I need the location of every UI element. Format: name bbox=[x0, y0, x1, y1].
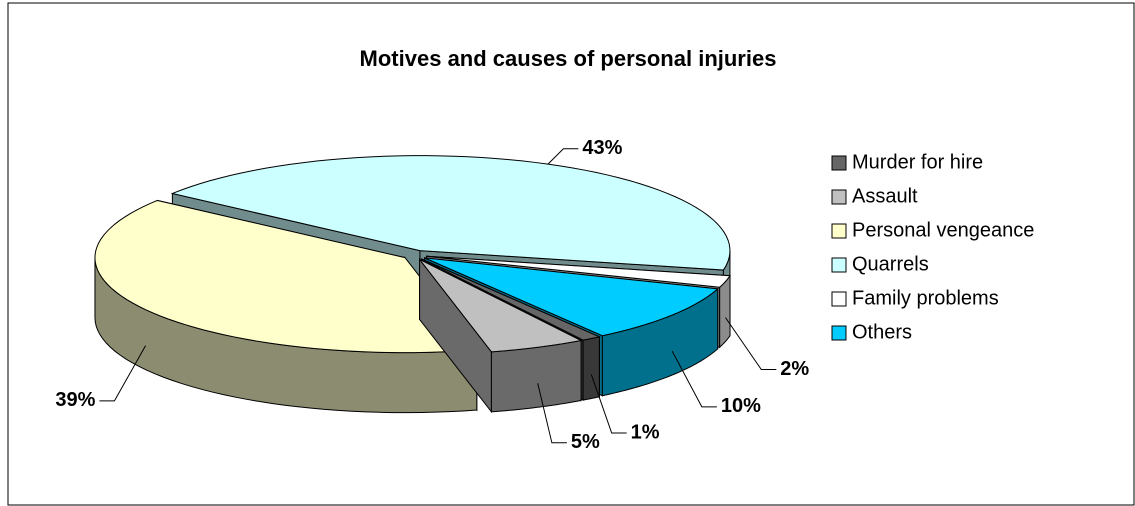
leader-line bbox=[590, 374, 627, 434]
legend-swatch bbox=[831, 257, 847, 273]
legend-swatch bbox=[831, 223, 847, 239]
legend: Murder for hire Assault Personal vengeance… bbox=[831, 151, 1034, 343]
slice-top bbox=[426, 255, 731, 288]
slice bbox=[419, 257, 583, 414]
slice-top bbox=[421, 258, 602, 341]
legend-label: Personal vengeance bbox=[852, 219, 1034, 241]
slice-top bbox=[419, 258, 583, 353]
legend-swatch bbox=[831, 155, 847, 171]
leader-line bbox=[725, 317, 777, 371]
slice bbox=[94, 199, 478, 414]
legend-label: Others bbox=[852, 321, 912, 343]
leader-line bbox=[537, 383, 567, 444]
legend-swatch bbox=[831, 291, 847, 307]
data-label: 43% bbox=[582, 137, 622, 159]
leader-line bbox=[99, 345, 146, 402]
legend-label: Family problems bbox=[852, 287, 999, 309]
data-label: 1% bbox=[631, 421, 660, 443]
chart-title: Motives and causes of personal injuries bbox=[360, 46, 777, 71]
leader-line bbox=[671, 350, 717, 408]
slice-top bbox=[94, 199, 478, 354]
data-label: 5% bbox=[571, 431, 600, 453]
data-label: 10% bbox=[721, 395, 761, 417]
data-label: 2% bbox=[780, 358, 809, 380]
legend-swatch bbox=[831, 325, 847, 341]
legend-swatch bbox=[831, 189, 847, 205]
leader-line bbox=[547, 148, 579, 165]
pie: 1% 5% 39% 43% 2% 10% bbox=[55, 137, 809, 453]
slice-top bbox=[424, 257, 719, 337]
legend-label: Quarrels bbox=[852, 253, 929, 275]
legend-label: Assault bbox=[852, 185, 918, 207]
data-label: 39% bbox=[55, 389, 95, 411]
legend-label: Murder for hire bbox=[852, 151, 983, 173]
